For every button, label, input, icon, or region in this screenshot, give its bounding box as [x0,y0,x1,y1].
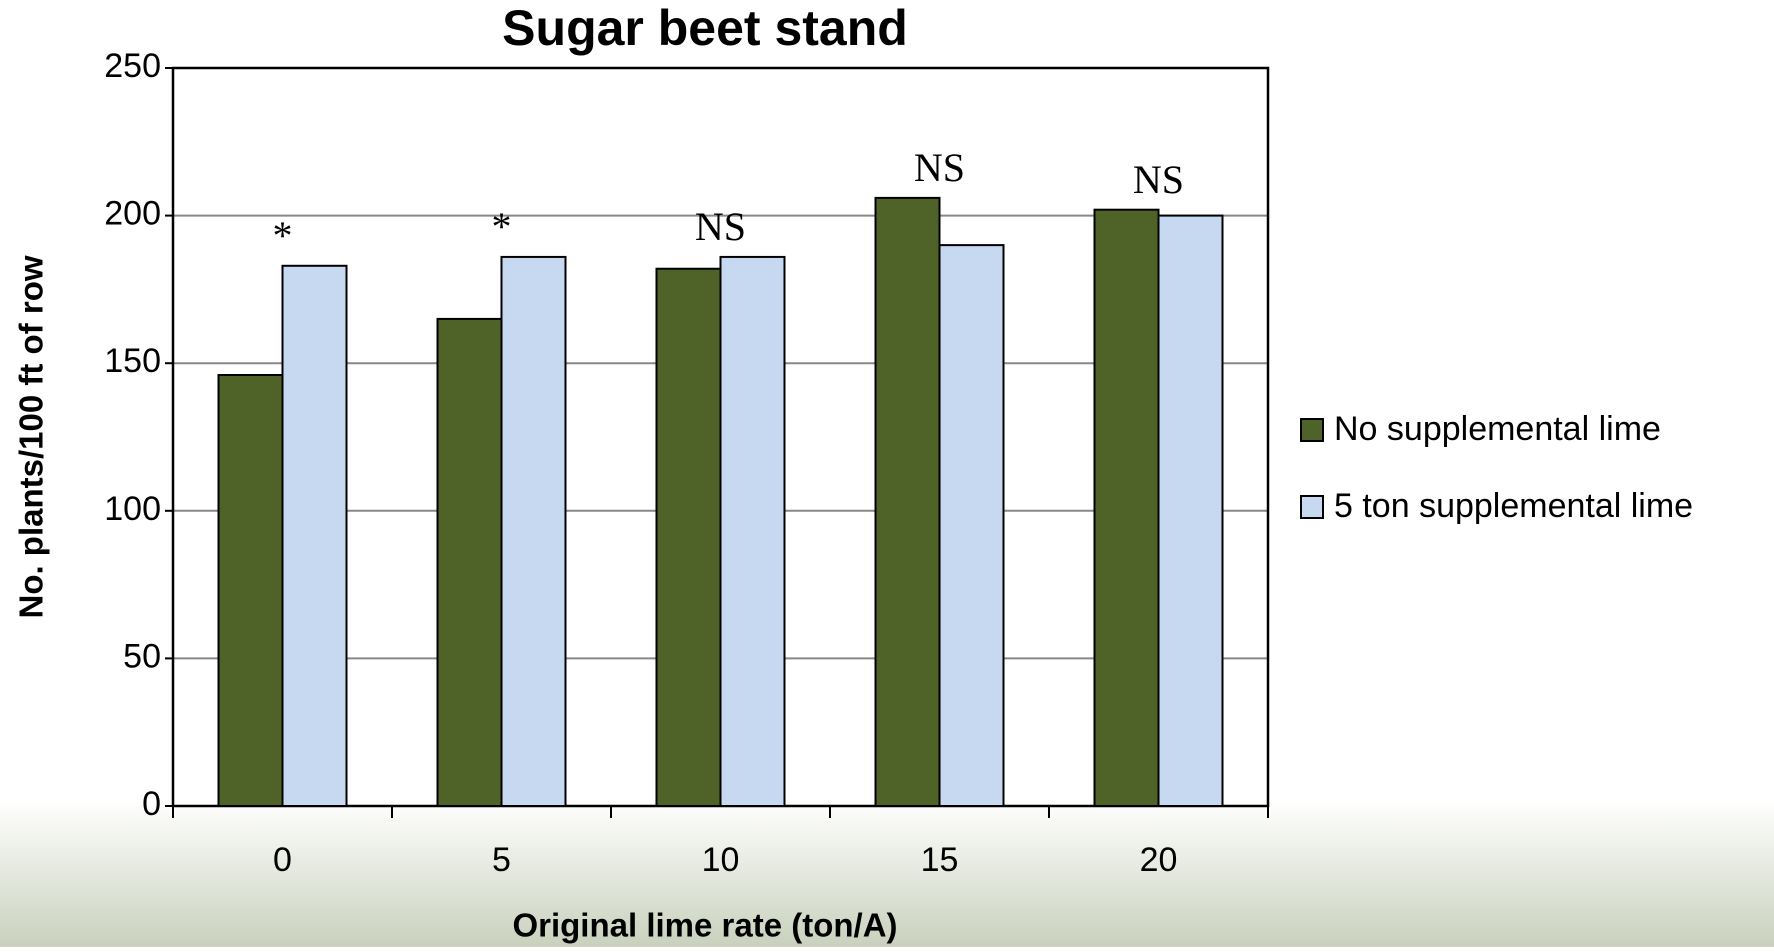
annotation: NS [695,204,746,249]
x-tick-label: 10 [702,841,740,879]
bar [1093,208,1160,808]
annotation: * [273,213,293,258]
bar [655,267,722,807]
annotation: * [492,204,512,249]
y-tick-label: 250 [104,47,161,85]
background [0,800,1774,947]
x-axis-label: Original lime rate (ton/A) [512,907,897,944]
y-tick-label: 150 [104,342,161,380]
x-tick-label: 20 [1140,841,1178,879]
annotation: NS [914,145,965,190]
bar [938,244,1005,807]
bar [500,255,567,808]
legend-swatch [1300,418,1324,442]
y-tick-label: 200 [104,195,161,233]
y-tick-label: 100 [104,490,161,528]
annotation: NS [1133,157,1184,202]
bar [874,196,941,807]
bar [719,255,786,808]
y-tick-label: 50 [123,637,161,675]
x-tick-label: 5 [492,841,511,879]
y-tick-label: 0 [142,785,161,823]
y-axis-label: No. plants/100 ft of row [13,255,50,618]
bar [217,374,284,807]
x-tick-label: 0 [273,841,292,879]
bar [281,264,348,807]
legend-label: 5 ton supplemental lime [1334,487,1693,525]
x-tick-label: 15 [921,841,959,879]
legend-swatch [1300,495,1324,519]
chart-title: Sugar beet stand [502,0,908,56]
legend-label: No supplemental lime [1334,410,1661,448]
bar [436,317,503,807]
bar [1157,214,1224,808]
